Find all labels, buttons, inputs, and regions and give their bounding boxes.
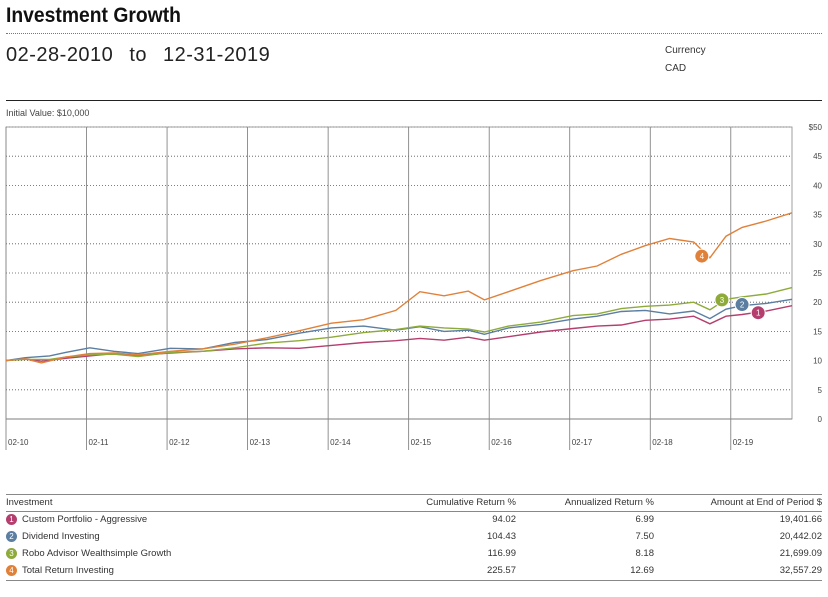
x-tick-label: 02-13 — [250, 438, 271, 447]
y-tick-label: 15 — [813, 327, 822, 336]
series-marker — [734, 297, 750, 313]
y-tick-label: 10 — [813, 357, 822, 366]
x-tick-label: 02-15 — [411, 438, 432, 447]
header-annualized: Annualized Return % — [564, 497, 654, 508]
y-tick-label: 35 — [813, 211, 822, 220]
table-row: 2 Dividend Investing 104.43 7.50 20,442.… — [6, 529, 822, 546]
page-title: Investment Growth — [6, 4, 181, 27]
table-bottom-rule — [6, 580, 822, 581]
table-top-rule — [6, 494, 822, 495]
series-marker-label: 3 — [720, 296, 725, 305]
x-tick-label: 02-18 — [652, 438, 673, 447]
header-divider — [6, 100, 822, 101]
currency-value: CAD — [665, 63, 687, 74]
table-row: 4 Total Return Investing 225.57 12.69 32… — [6, 563, 822, 580]
row-annualized: 6.99 — [635, 514, 655, 525]
y-tick-label: 0 — [818, 415, 823, 424]
row-cumulative: 116.99 — [487, 548, 516, 559]
plot-frame — [5, 126, 793, 420]
series-marker — [694, 248, 710, 264]
results-table: Investment Cumulative Return % Annualize… — [6, 494, 822, 581]
y-tick-label: 40 — [813, 181, 822, 190]
row-annualized: 12.69 — [630, 565, 654, 576]
header-cumulative: Cumulative Return % — [426, 497, 516, 508]
marker-2-badge: 2 — [6, 531, 17, 542]
x-tick-label: 02-16 — [491, 438, 512, 447]
marker-4-badge: 4 — [6, 565, 17, 576]
y-tick-label: 20 — [813, 298, 822, 307]
row-amount: 32,557.29 — [779, 565, 822, 576]
row-name: Dividend Investing — [22, 531, 100, 542]
header-investment: Investment — [6, 497, 53, 508]
x-tick-label: 02-19 — [733, 438, 754, 447]
series-marker-label: 2 — [740, 301, 745, 310]
series-line — [5, 286, 793, 362]
header-amount: Amount at End of Period $ — [710, 497, 822, 508]
row-cumulative: 94.02 — [492, 514, 516, 525]
currency-label: Currency — [665, 45, 706, 56]
row-amount: 20,442.02 — [779, 531, 822, 542]
date-end: 12-31-2019 — [163, 44, 271, 66]
marker-1-badge: 1 — [6, 514, 17, 525]
row-name: Custom Portfolio - Aggressive — [22, 514, 148, 525]
y-tick-label: $50 — [809, 123, 823, 132]
series-marker-label: 4 — [700, 252, 705, 261]
table-header-rule — [6, 511, 822, 512]
series-marker — [714, 292, 730, 308]
x-tick-label: 02-17 — [572, 438, 593, 447]
x-tick-label: 02-14 — [330, 438, 351, 447]
row-name: Robo Advisor Wealthsimple Growth — [22, 548, 172, 559]
table-row: 3 Robo Advisor Wealthsimple Growth 116.9… — [6, 546, 822, 563]
investment-growth-chart: 0 5 10 15 20 25 30 35 40 45 $50 02-10 02-11 02-12 02-1… — [5, 123, 823, 450]
row-cumulative: 225.57 — [486, 565, 516, 576]
table-row: 1 Custom Portfolio - Aggressive 94.02 6.… — [6, 512, 822, 529]
series-marker — [750, 305, 766, 321]
row-amount: 21,699.09 — [779, 548, 822, 559]
row-annualized: 8.18 — [635, 548, 655, 559]
y-tick-label: 30 — [813, 240, 822, 249]
series-line — [5, 298, 793, 362]
x-tick-label: 02-10 — [8, 438, 29, 447]
row-cumulative: 104.43 — [486, 531, 516, 542]
title-divider — [6, 33, 822, 34]
date-start: 02-28-2010 — [6, 44, 114, 66]
series-line — [5, 212, 793, 364]
x-tick-label: 02-11 — [89, 438, 109, 447]
marker-3-badge: 3 — [6, 548, 17, 559]
row-annualized: 7.50 — [635, 531, 655, 542]
initial-value: Initial Value: $10,000 — [6, 108, 90, 118]
date-range: 02-28-2010 to 12-31-2019 — [6, 44, 278, 67]
y-tick-label: 5 — [818, 386, 823, 395]
y-tick-label: 25 — [813, 269, 822, 278]
x-tick-label: 02-12 — [169, 438, 190, 447]
date-to: to — [129, 44, 147, 66]
row-name: Total Return Investing — [22, 565, 114, 576]
series-marker-label: 1 — [756, 309, 761, 318]
y-tick-label: 45 — [813, 152, 822, 161]
row-amount: 19,401.66 — [779, 514, 822, 525]
table-header: Investment Cumulative Return % Annualize… — [6, 495, 822, 511]
